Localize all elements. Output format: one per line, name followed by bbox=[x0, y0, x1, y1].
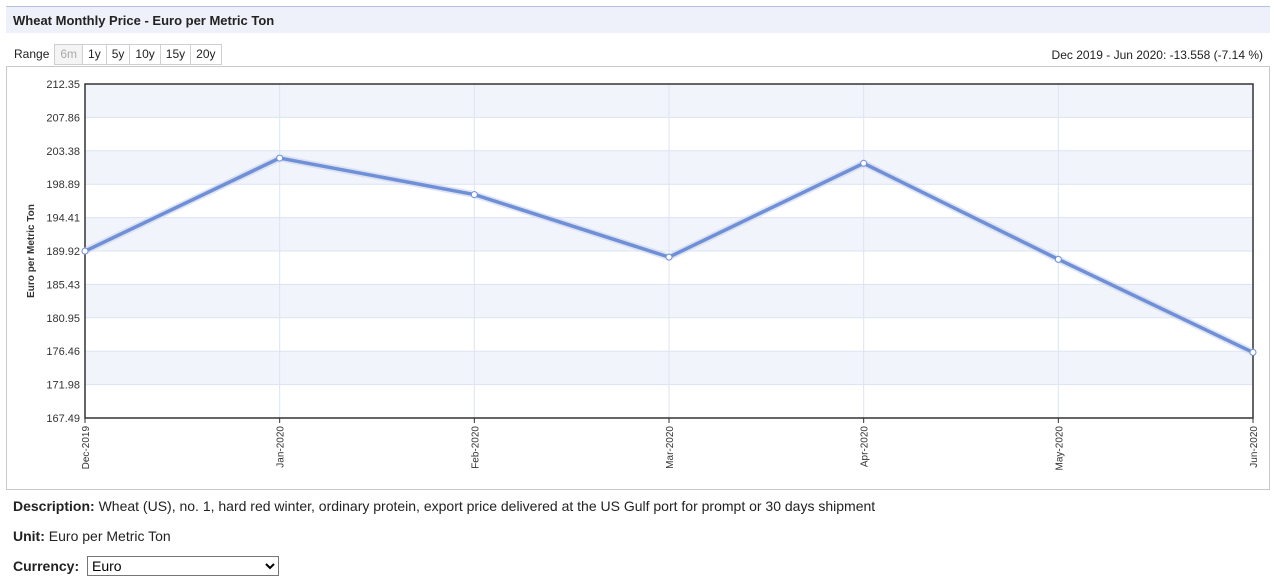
y-tick-label: 180.95 bbox=[46, 313, 80, 325]
range-button-15y[interactable]: 15y bbox=[159, 44, 191, 64]
data-point[interactable] bbox=[665, 253, 673, 261]
price-change-summary: Dec 2019 - Jun 2020: -13.558 (-7.14 %) bbox=[1051, 48, 1263, 62]
data-point[interactable] bbox=[1054, 255, 1062, 263]
data-point[interactable] bbox=[81, 247, 89, 255]
y-tick-label: 203.38 bbox=[46, 146, 80, 158]
currency-select[interactable]: Euro bbox=[87, 556, 279, 576]
unit-row: Unit: Euro per Metric Ton bbox=[13, 528, 171, 544]
y-axis-label: Euro per Metric Ton bbox=[26, 204, 37, 298]
range-button-20y[interactable]: 20y bbox=[190, 44, 221, 64]
y-tick-label: 176.46 bbox=[46, 346, 80, 358]
y-tick-label: 189.92 bbox=[46, 246, 80, 258]
x-tick-label: Apr-2020 bbox=[860, 426, 871, 468]
y-tick-label: 212.35 bbox=[46, 79, 80, 91]
y-tick-label: 185.43 bbox=[46, 279, 80, 291]
description-label: Description: bbox=[13, 498, 95, 514]
y-tick-label: 167.49 bbox=[46, 413, 80, 425]
range-button-5y[interactable]: 5y bbox=[105, 44, 130, 64]
y-tick-label: 194.41 bbox=[46, 213, 80, 225]
chart-title-bar: Wheat Monthly Price - Euro per Metric To… bbox=[6, 6, 1270, 33]
range-label: Range bbox=[14, 47, 50, 61]
currency-row: Currency: bbox=[13, 558, 79, 574]
data-point[interactable] bbox=[276, 154, 284, 162]
y-tick-label: 171.98 bbox=[46, 380, 80, 392]
y-tick-label: 198.89 bbox=[46, 179, 80, 191]
page-title: Wheat Monthly Price - Euro per Metric To… bbox=[13, 13, 275, 28]
data-point[interactable] bbox=[470, 191, 478, 199]
y-tick-label: 207.86 bbox=[46, 112, 80, 124]
range-button-10y[interactable]: 10y bbox=[129, 44, 160, 64]
x-tick-label: Mar-2020 bbox=[665, 426, 676, 469]
description-row: Description: Wheat (US), no. 1, hard red… bbox=[13, 498, 875, 514]
x-tick-label: May-2020 bbox=[1054, 426, 1065, 471]
x-tick-label: Dec-2019 bbox=[81, 426, 92, 470]
range-button-6m: 6m bbox=[55, 44, 83, 64]
range-button-group: 6m 1y 5y 10y 15y 20y bbox=[54, 43, 222, 65]
description-text: Wheat (US), no. 1, hard red winter, ordi… bbox=[94, 498, 876, 514]
data-point[interactable] bbox=[860, 159, 868, 167]
x-tick-label: Jun-2020 bbox=[1249, 426, 1260, 468]
currency-label: Currency: bbox=[13, 558, 80, 574]
unit-label: Unit: bbox=[13, 528, 45, 544]
x-tick-label: Jan-2020 bbox=[276, 426, 287, 468]
range-button-1y[interactable]: 1y bbox=[82, 44, 106, 64]
x-tick-label: Feb-2020 bbox=[470, 426, 481, 469]
chart-container: 212.35 207.86 203.38 198.89 194.41 189.92 185.… bbox=[6, 66, 1270, 490]
unit-text: Euro per Metric Ton bbox=[44, 528, 171, 544]
price-line-chart: 212.35 207.86 203.38 198.89 194.41 189.92 185.… bbox=[26, 79, 1260, 471]
range-selector: Range 6m 1y 5y 10y 15y 20y bbox=[14, 43, 222, 65]
data-point[interactable] bbox=[1249, 348, 1257, 356]
